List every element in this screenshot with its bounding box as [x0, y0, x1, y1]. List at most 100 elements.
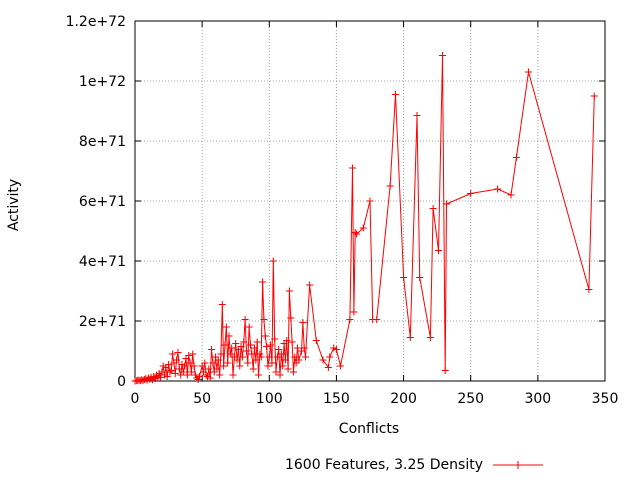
data-point-marker — [359, 224, 367, 232]
data-point-marker — [179, 368, 187, 376]
data-point-marker — [259, 278, 267, 286]
data-point-marker — [255, 371, 263, 379]
data-point-marker — [205, 365, 213, 373]
data-point-marker — [232, 340, 240, 347]
y-axis-label: Activity — [6, 179, 22, 231]
data-point-marker — [406, 334, 414, 341]
data-point-marker — [166, 368, 174, 376]
data-point-marker — [585, 286, 593, 293]
x-tick-label: 350 — [592, 391, 619, 407]
data-point-marker — [350, 308, 358, 316]
data-point-marker — [441, 367, 449, 374]
y-tick-label: 4e+71 — [79, 254, 126, 270]
data-series — [131, 52, 598, 385]
data-point-marker — [426, 334, 434, 341]
data-point-marker — [494, 185, 502, 193]
data-point-marker — [229, 371, 237, 379]
data-point-marker — [336, 362, 344, 370]
data-point-marker — [249, 365, 257, 373]
data-point-marker — [351, 229, 359, 236]
y-tick-label: 1e+72 — [79, 74, 126, 90]
data-point-marker — [195, 373, 203, 380]
data-point-marker — [245, 323, 253, 331]
axis-ticks: 0 50 100 150 200 250 300 350 0 2e+71 4e+71 6e+71 8e+… — [66, 14, 619, 407]
data-point-marker — [194, 376, 202, 383]
y-tick-label: 6e+71 — [79, 194, 126, 210]
data-point-marker — [181, 362, 189, 370]
data-point-marker — [291, 353, 299, 361]
data-point-marker — [206, 374, 214, 382]
data-point-marker — [226, 350, 234, 358]
data-point-marker — [299, 319, 307, 326]
data-point-marker — [218, 301, 226, 308]
data-point-marker — [242, 347, 250, 355]
data-point-marker — [353, 230, 361, 238]
data-point-marker — [324, 364, 332, 371]
data-point-marker — [413, 112, 421, 119]
data-point-marker — [300, 344, 308, 352]
data-point-marker — [221, 341, 229, 349]
legend-marker-sample — [514, 461, 522, 469]
data-point-marker — [214, 356, 222, 364]
data-point-marker — [285, 287, 293, 295]
data-point-marker — [319, 356, 327, 364]
data-point-marker — [257, 353, 265, 361]
legend-label: 1600 Features, 3.25 Density — [285, 457, 483, 473]
data-point-marker — [276, 371, 284, 379]
data-point-marker — [169, 350, 177, 358]
y-tick-label: 1.2e+72 — [66, 14, 126, 30]
data-point-marker — [273, 353, 281, 361]
data-point-marker — [157, 373, 165, 381]
data-point-marker — [264, 362, 272, 370]
data-point-marker — [216, 371, 224, 379]
data-point-marker — [386, 182, 394, 190]
data-point-marker — [346, 316, 354, 323]
legend: 1600 Features, 3.25 Density — [285, 457, 543, 473]
data-point-marker — [222, 323, 230, 331]
data-point-marker — [524, 68, 532, 76]
data-point-marker — [238, 353, 246, 361]
data-point-marker — [163, 373, 171, 380]
data-point-marker — [251, 344, 259, 352]
x-tick-label: 100 — [256, 391, 283, 407]
data-point-marker — [187, 368, 195, 376]
data-point-marker — [512, 154, 520, 161]
data-point-marker — [326, 353, 334, 361]
data-point-marker — [289, 368, 297, 376]
data-point-marker — [173, 356, 181, 364]
data-point-marker — [260, 316, 268, 323]
data-point-marker — [416, 274, 424, 281]
data-point-marker — [507, 191, 515, 199]
data-point-marker — [312, 337, 320, 344]
data-point-marker — [268, 359, 276, 367]
data-point-marker — [185, 352, 193, 359]
data-point-marker — [253, 338, 261, 346]
data-point-marker — [263, 343, 271, 350]
y-tick-label: 0 — [117, 374, 126, 390]
data-point-marker — [240, 338, 248, 346]
y-tick-label: 2e+71 — [79, 314, 126, 330]
data-point-marker — [302, 353, 310, 361]
data-point-marker — [209, 359, 217, 367]
data-point-marker — [288, 338, 296, 346]
data-point-marker — [284, 365, 292, 373]
data-point-marker — [174, 349, 182, 356]
data-point-marker — [434, 247, 442, 254]
data-point-marker — [287, 314, 295, 322]
grid — [135, 21, 605, 381]
data-point-marker — [252, 356, 260, 364]
data-point-marker — [241, 316, 249, 323]
data-point-marker — [248, 350, 256, 358]
data-point-marker — [277, 350, 285, 358]
data-point-marker — [590, 92, 598, 100]
x-tick-label: 250 — [457, 391, 484, 407]
data-point-marker — [467, 190, 475, 197]
data-point-marker — [225, 332, 233, 340]
data-point-marker — [349, 164, 357, 172]
x-axis-label: Conflicts — [339, 421, 399, 437]
data-point-marker — [295, 356, 303, 364]
data-point-marker — [246, 341, 254, 349]
data-point-marker — [217, 350, 225, 358]
x-tick-label: 200 — [390, 391, 417, 407]
x-tick-label: 50 — [193, 391, 211, 407]
